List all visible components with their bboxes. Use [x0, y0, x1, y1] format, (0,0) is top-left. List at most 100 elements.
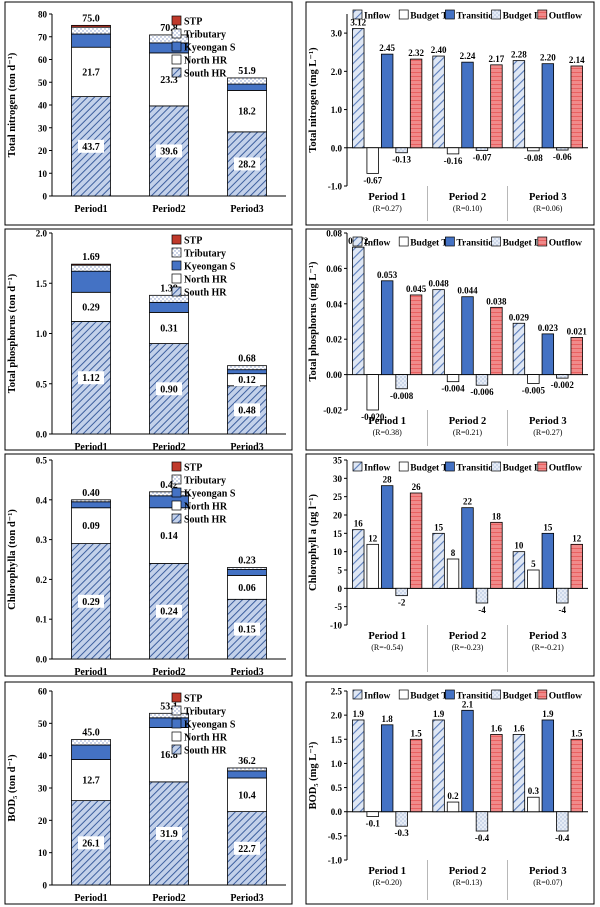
legend-swatch-transition: [445, 236, 455, 247]
y-tick-label: 0.1: [36, 615, 48, 625]
bar-budget_l: [395, 147, 408, 154]
x-tick-label: Period 3: [529, 631, 567, 642]
value-label-bg: [234, 403, 260, 417]
legend-swatch-tributary: [171, 705, 182, 716]
bar-value-label: 2.1: [462, 699, 474, 709]
bar-budget_t: [527, 796, 540, 813]
y-tick-label: 70: [38, 32, 48, 42]
segment-value-label: 0.12: [238, 375, 256, 386]
segment-value-label: 39.6: [160, 146, 178, 157]
y-tick-label: 1.5: [36, 279, 48, 289]
y-tick-label: 40: [38, 101, 48, 111]
bar-value-label: 8: [451, 548, 456, 558]
y-tick-label: 0.0: [331, 143, 343, 153]
bar-budget_t: [366, 543, 379, 589]
legend-swatch-south_hr: [171, 67, 182, 78]
value-label-bg: [156, 529, 182, 543]
bar-budget_l: [475, 587, 489, 604]
y-tick-label: 40: [38, 751, 48, 761]
y-axis-label: BOD₅ (ton d⁻¹): [7, 754, 18, 822]
legend-swatch-budget_t: [398, 461, 409, 472]
bar-value-label: 0.2: [447, 791, 459, 801]
bar-value-label: 1.9: [542, 709, 554, 719]
bar-segment-tributary: [71, 264, 111, 272]
value-label-bg: [78, 773, 104, 787]
bar-value-label: 0.045: [406, 284, 427, 294]
legend-label: South HR: [184, 515, 227, 526]
legend-label: Transition: [456, 12, 499, 22]
value-label-bg: [234, 841, 260, 855]
value-label-bg: [156, 321, 182, 335]
legend-swatch-kyeongan_s: [171, 41, 182, 52]
bar-value-label: -0.08: [524, 153, 543, 163]
legend-label: Kyeongan S: [184, 489, 236, 500]
bar-value-label: 16: [354, 519, 364, 529]
legend-label: Kyeongan S: [184, 720, 236, 731]
y-tick-label: 2.0: [36, 229, 48, 239]
bar-value-label: -0.008: [390, 391, 414, 401]
bar-budget_t: [446, 374, 460, 383]
bar-value-label: 0.029: [509, 312, 530, 322]
bar-budget_l: [556, 147, 569, 151]
legend-swatch-transition: [445, 461, 455, 472]
bar-value-label: -4: [478, 605, 486, 615]
bar-value-label: 1.6: [491, 723, 503, 733]
bar-value-label: 0.038: [486, 296, 507, 306]
bar-value-label: 18: [492, 511, 502, 521]
bar-segment-kyeongan_s: [227, 83, 267, 91]
y-tick-label: 0.0: [36, 430, 48, 440]
bar-inflow: [512, 322, 526, 375]
y-axis-label: Chlorophylla (ton d⁻¹): [7, 509, 18, 610]
bar-segment-tributary: [227, 767, 267, 772]
legend-label: STP: [184, 236, 202, 247]
r-value-label: (R=0.27): [533, 428, 563, 437]
bar-value-label: 0.023: [538, 323, 559, 333]
value-label-bg: [78, 139, 104, 153]
y-tick-label: 0.2: [36, 575, 48, 585]
y-tick-label: 0: [43, 881, 48, 891]
x-tick-label: Period2: [152, 204, 185, 215]
y-tick-label: 30: [333, 474, 343, 484]
legend-swatch-kyeongan_s: [171, 260, 182, 271]
x-tick-label: Period2: [152, 442, 185, 453]
y-axis-label: Chlorophyll a (μg l⁻¹): [308, 494, 319, 592]
segment-value-label: 0.31: [160, 323, 178, 334]
x-tick-label: Period 1: [368, 192, 406, 203]
bar-transition: [380, 485, 394, 589]
legend-label: Outflow: [549, 692, 582, 702]
segment-value-label: 28.2: [238, 159, 256, 170]
bar-segment-kyeongan_s: [149, 495, 189, 509]
bar-segment-kyeongan_s: [149, 717, 189, 728]
legend-label: North HR: [184, 733, 228, 744]
legend-label: Tributary: [184, 707, 226, 718]
bar-value-label: 2.28: [511, 50, 527, 60]
bar-budget_l: [395, 587, 408, 597]
bar-inflow: [512, 734, 526, 813]
legend-label: STP: [184, 694, 202, 705]
bar-budget_l: [395, 811, 408, 827]
y-tick-label: 35: [333, 456, 343, 466]
y-axis-label: Total nitrogen (ton d⁻¹): [7, 52, 18, 157]
bar-transition: [380, 53, 394, 149]
bar-inflow: [432, 55, 445, 149]
bar-value-label: -0.67: [363, 175, 382, 185]
bar-segment-tributary: [149, 712, 189, 719]
segment-value-label: 22.7: [238, 844, 256, 855]
bar-value-label: 26: [412, 482, 422, 492]
bar-segment-stp: [71, 24, 111, 28]
segment-value-label: 0.48: [238, 405, 256, 416]
legend-label: Budget T: [410, 239, 448, 249]
bar-outflow: [570, 738, 583, 813]
bar-value-label: 15: [434, 522, 444, 532]
bar-value-label: -0.4: [555, 833, 570, 843]
bar-value-label: 3.12: [350, 18, 366, 28]
x-tick-label: Period2: [152, 893, 185, 904]
r-value-label: (R=0.20): [373, 878, 403, 887]
bar-value-label: 1.9: [353, 709, 365, 719]
legend-swatch-budget_t: [398, 236, 409, 247]
value-label-bg: [234, 104, 260, 118]
x-tick-label: Period1: [74, 667, 107, 678]
y-axis-label: Total nitrogen (mg L⁻¹): [308, 47, 319, 153]
bar-budget_t: [446, 558, 460, 589]
y-axis-label: Total phosphorus (mg L⁻¹): [308, 261, 319, 382]
